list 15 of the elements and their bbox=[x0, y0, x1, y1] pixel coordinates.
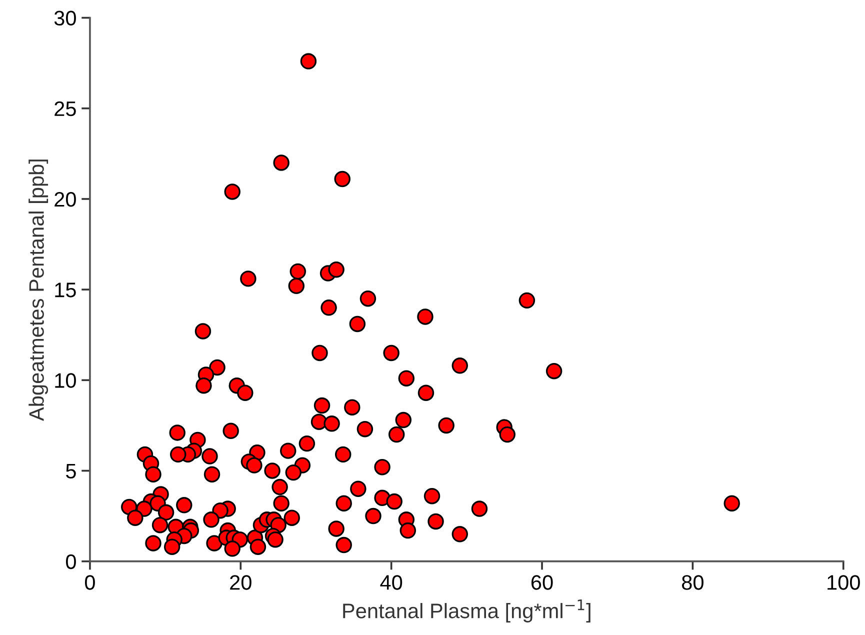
x-tick-label: 20 bbox=[230, 575, 252, 590]
x-axis-title: Pentanal Plasma [ng*ml$^{−1}$] bbox=[343, 600, 590, 622]
x-tick-label: 100 bbox=[828, 575, 860, 590]
y-tick-label: 20 bbox=[54, 192, 76, 207]
x-tick-label: 80 bbox=[682, 575, 704, 590]
y-tick-label: 30 bbox=[54, 10, 76, 26]
y-tick-label: 10 bbox=[55, 373, 76, 388]
x-tick-label: 40 bbox=[380, 575, 402, 590]
y-tick-label: 15 bbox=[55, 282, 76, 298]
y-tick-label: 25 bbox=[54, 101, 76, 116]
x-tick-label: 0 bbox=[84, 575, 95, 590]
y-tick-label: 0 bbox=[66, 554, 76, 570]
y-tick-label: 5 bbox=[66, 464, 76, 478]
y-axis-title: Abgeatmetes Pentanal [ppb] bbox=[28, 160, 48, 421]
x-tick-label: 60 bbox=[531, 575, 553, 590]
